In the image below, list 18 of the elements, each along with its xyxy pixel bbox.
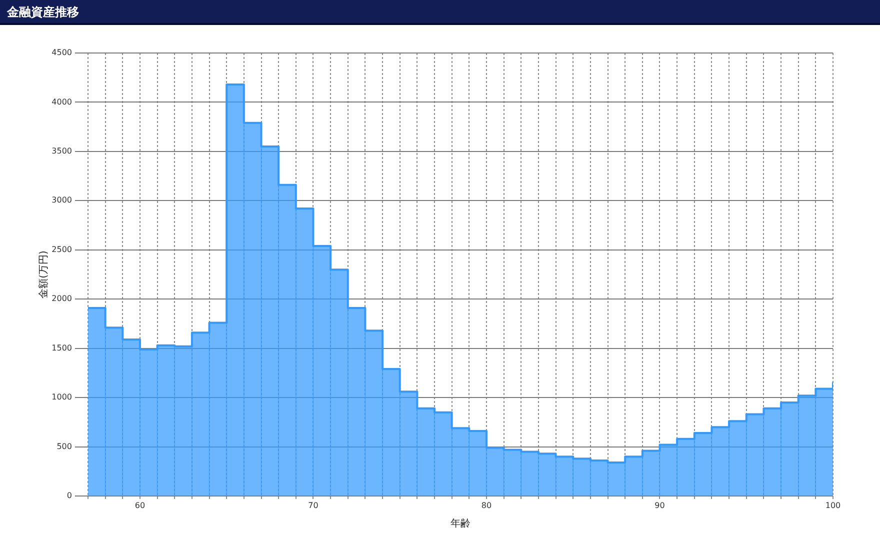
chart-title: 金融資産推移 [7,4,79,20]
y-tick-label: 1000 [52,392,72,402]
x-tick-label: 80 [481,500,492,510]
y-tick-label: 500 [56,442,72,451]
x-tick-label: 70 [308,500,318,510]
y-tick-label: 2500 [52,244,72,254]
x-axis-title: 年齢 [450,518,470,530]
x-tick-label: 90 [654,500,665,510]
x-tick-label: 60 [134,500,146,510]
y-tick-label: 1500 [52,343,72,352]
y-axis-title: 金額(万円) [38,250,50,298]
y-tick-label: 4500 [52,48,72,58]
y-tick-label: 0 [66,491,72,500]
y-tick-label: 4000 [52,97,72,106]
y-tick-label: 3500 [52,146,72,156]
y-tick-label: 2000 [52,294,72,304]
y-tick-label: 3000 [52,196,72,205]
x-tick-label: 100 [825,500,841,510]
